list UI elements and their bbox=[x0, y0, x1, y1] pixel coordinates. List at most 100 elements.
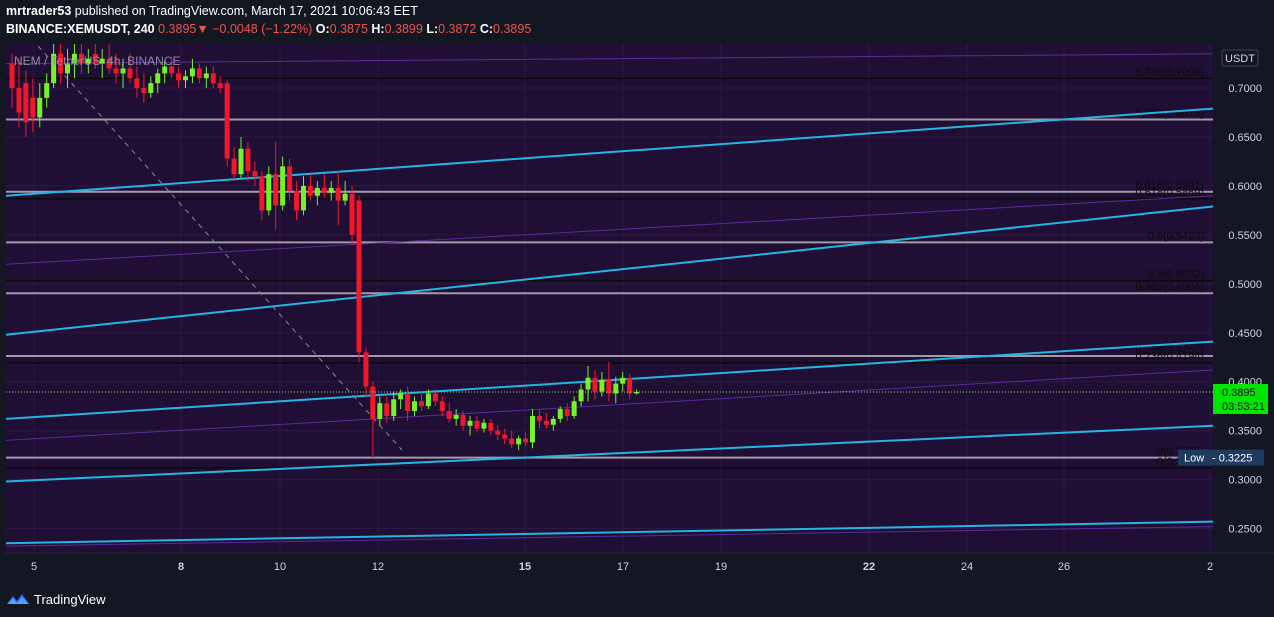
candle-body bbox=[127, 68, 133, 79]
candle-body bbox=[488, 422, 494, 431]
candle-body bbox=[425, 393, 431, 407]
x-tick-label: 26 bbox=[1058, 561, 1070, 573]
open-label: O: bbox=[315, 22, 330, 36]
candle-body bbox=[530, 415, 535, 443]
candle-body bbox=[78, 53, 84, 64]
low-label: Low bbox=[1184, 453, 1204, 465]
candle-body bbox=[370, 386, 376, 419]
x-tick-label: 5 bbox=[31, 561, 37, 573]
x-tick-label: 22 bbox=[863, 561, 875, 573]
candle-body bbox=[543, 420, 549, 425]
candle-body bbox=[58, 53, 64, 74]
price-axis-area[interactable] bbox=[1213, 44, 1274, 553]
candle-body bbox=[328, 187, 334, 193]
trend-channel-line bbox=[5, 424, 1214, 483]
symbol-label[interactable]: BINANCE:XEMUSDT, 240 bbox=[6, 22, 155, 36]
candle-body bbox=[44, 83, 50, 98]
candle-body bbox=[523, 438, 529, 443]
chart-title: NEM / TetherUS, 4h, BINANCE bbox=[14, 54, 181, 68]
low-price-badge: Low - 0.3225 bbox=[1178, 449, 1264, 466]
candle-body bbox=[217, 83, 223, 89]
y-tick-label: 0.5500 bbox=[1228, 230, 1262, 242]
candle-body bbox=[405, 393, 411, 412]
candle-body bbox=[259, 176, 265, 211]
candle-body bbox=[585, 377, 591, 390]
candle-body bbox=[30, 97, 36, 118]
price-change: −0.0048 (−1.22%) bbox=[212, 22, 313, 36]
candle-body bbox=[377, 403, 383, 419]
candle-body bbox=[169, 66, 175, 74]
candle-body bbox=[92, 53, 98, 64]
footer-brand-text: TradingView bbox=[34, 591, 106, 607]
candle-body bbox=[176, 73, 182, 81]
candle-body bbox=[141, 88, 147, 93]
candle-body bbox=[37, 97, 43, 118]
candle-body bbox=[210, 73, 216, 84]
currency-label: USDT bbox=[1225, 53, 1255, 65]
bar-countdown: 03:53:21 bbox=[1222, 401, 1265, 413]
currency-label-box[interactable] bbox=[1221, 49, 1259, 67]
x-tick-label: 19 bbox=[715, 561, 727, 573]
candle-body bbox=[113, 68, 119, 74]
candle-body bbox=[294, 190, 300, 211]
candle-body bbox=[280, 166, 286, 206]
candle-body bbox=[120, 68, 126, 74]
candle-body bbox=[342, 193, 348, 201]
candle-body bbox=[307, 185, 313, 196]
candle-body bbox=[620, 377, 626, 384]
close-label: C: bbox=[479, 22, 494, 36]
y-tick-label: 0.3000 bbox=[1228, 475, 1262, 487]
candle-body bbox=[606, 379, 612, 394]
fib-level-label: 0.236(0.4194) bbox=[1136, 351, 1205, 363]
candle-body bbox=[495, 430, 501, 435]
candle-body bbox=[106, 58, 112, 69]
close-value: 0.3895 bbox=[493, 22, 532, 36]
high-value: 0.3899 bbox=[384, 22, 423, 36]
candle-body bbox=[613, 383, 619, 394]
candle-body bbox=[23, 83, 29, 123]
footer-branding[interactable]: TradingView bbox=[6, 588, 106, 610]
candle-body bbox=[85, 58, 91, 64]
candle-body bbox=[550, 418, 556, 425]
publisher-name[interactable]: mrtrader53 bbox=[6, 4, 72, 18]
candle-body bbox=[245, 148, 251, 172]
candle-body bbox=[592, 377, 598, 392]
candle-body bbox=[238, 148, 244, 175]
candle-body bbox=[266, 174, 272, 211]
candle-body bbox=[363, 352, 369, 387]
faint-trendline bbox=[5, 195, 1214, 265]
fib-level-label: 0.618(0.5941) bbox=[1136, 180, 1205, 192]
x-tick-label: 10 bbox=[274, 561, 286, 573]
candle-body bbox=[155, 73, 161, 84]
candle-body bbox=[148, 83, 154, 93]
trend-channel-line bbox=[5, 107, 1214, 197]
high-label: H: bbox=[371, 22, 385, 36]
candle-body bbox=[231, 158, 237, 175]
candle-body bbox=[578, 389, 584, 402]
candle-body bbox=[335, 187, 341, 201]
trend-channel-line bbox=[5, 520, 1214, 545]
candle-body bbox=[321, 187, 327, 193]
candle-body bbox=[474, 420, 480, 429]
candle-body bbox=[634, 391, 640, 394]
fib-level-label: 0.786(0.7099) bbox=[1136, 66, 1205, 78]
candle-body bbox=[183, 76, 188, 81]
candle-body bbox=[134, 78, 140, 89]
candle-body bbox=[224, 83, 230, 159]
candle-body bbox=[16, 88, 22, 113]
fib-level-label: 0.5(0.5032) bbox=[1148, 269, 1204, 281]
candle-body bbox=[557, 409, 563, 419]
fib-level-label: 0.618(0.5869) bbox=[1136, 187, 1205, 199]
candle-body bbox=[273, 174, 279, 206]
x-tick-label: 12 bbox=[372, 561, 384, 573]
publish-header: mrtrader53 published on TradingView.com,… bbox=[0, 0, 1274, 44]
candle-body bbox=[460, 414, 466, 426]
candle-body bbox=[571, 401, 577, 416]
faint-trendline bbox=[5, 526, 1214, 547]
candle-body bbox=[398, 393, 404, 400]
candle-body bbox=[432, 393, 438, 402]
time-axis-area[interactable] bbox=[6, 553, 1274, 578]
candle-body bbox=[65, 63, 71, 74]
publish-info: published on TradingView.com, March 17, … bbox=[71, 4, 418, 18]
